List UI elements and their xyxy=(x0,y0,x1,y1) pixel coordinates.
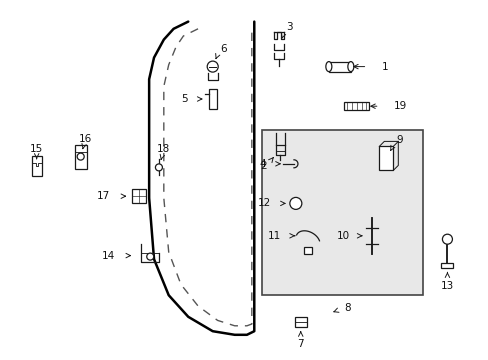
Text: 15: 15 xyxy=(30,144,43,154)
Text: 6: 6 xyxy=(220,44,226,54)
Bar xyxy=(344,102,369,110)
Text: 11: 11 xyxy=(267,231,281,241)
Bar xyxy=(294,317,306,327)
Text: 19: 19 xyxy=(393,101,406,111)
Text: 14: 14 xyxy=(102,251,115,261)
Bar xyxy=(328,62,350,72)
Bar xyxy=(75,145,86,168)
Text: 4: 4 xyxy=(259,159,266,169)
Circle shape xyxy=(77,153,84,160)
Text: 5: 5 xyxy=(181,94,188,104)
Bar xyxy=(32,156,41,176)
Text: 16: 16 xyxy=(79,134,92,144)
Text: 13: 13 xyxy=(440,281,453,291)
Text: 18: 18 xyxy=(157,144,170,154)
Text: 1: 1 xyxy=(381,62,387,72)
Ellipse shape xyxy=(325,62,331,72)
Text: 12: 12 xyxy=(258,198,271,208)
Text: 2: 2 xyxy=(259,161,266,171)
Bar xyxy=(304,247,311,254)
Bar xyxy=(208,89,216,109)
Ellipse shape xyxy=(347,62,353,72)
Circle shape xyxy=(146,253,153,260)
Bar xyxy=(379,147,392,170)
Text: 17: 17 xyxy=(97,191,110,201)
Bar xyxy=(441,263,452,268)
Circle shape xyxy=(207,61,218,72)
Text: 8: 8 xyxy=(344,303,351,313)
Bar xyxy=(261,130,422,295)
Circle shape xyxy=(155,164,162,171)
Text: 7: 7 xyxy=(297,339,304,349)
Text: 3: 3 xyxy=(285,22,292,32)
Bar xyxy=(132,189,146,203)
Text: 9: 9 xyxy=(395,135,402,145)
Circle shape xyxy=(289,197,301,210)
Text: 10: 10 xyxy=(336,231,349,241)
Circle shape xyxy=(442,234,451,244)
